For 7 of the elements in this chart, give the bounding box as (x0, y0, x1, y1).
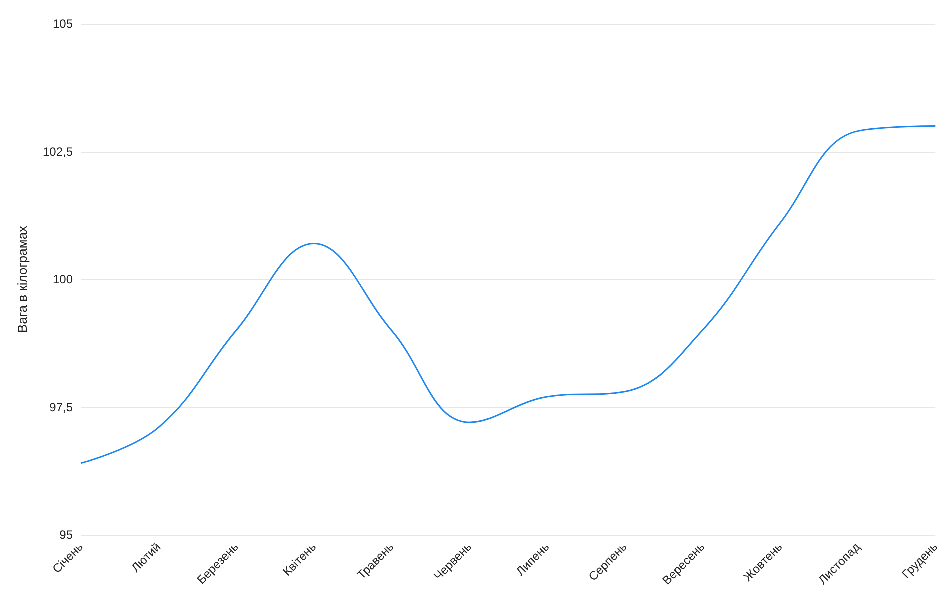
y-tick-label: 102,5 (42, 144, 74, 159)
y-tick-label: 97,5 (50, 400, 74, 414)
y-tick-label: 105 (52, 17, 74, 31)
y-tick-label: 100 (52, 272, 74, 286)
y-axis-title: Вага в кілограмах (15, 225, 30, 334)
line-series (80, 125, 936, 464)
y-tick-label: 95 (60, 528, 74, 542)
